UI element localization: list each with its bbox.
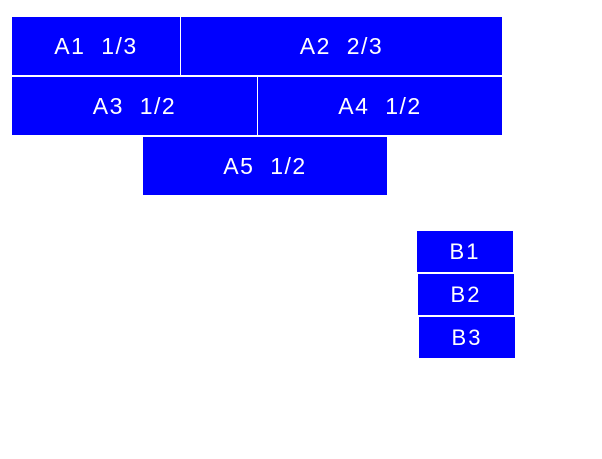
box-b2[interactable]: B2 — [418, 274, 514, 315]
box-a2[interactable]: A2 2/3 — [181, 17, 502, 75]
box-b1[interactable]: B1 — [417, 231, 513, 272]
box-a5[interactable]: A5 1/2 — [143, 137, 387, 195]
box-b3[interactable]: B3 — [419, 317, 515, 358]
box-a3[interactable]: A3 1/2 — [12, 77, 257, 135]
box-a1[interactable]: A1 1/3 — [12, 17, 180, 75]
box-a4[interactable]: A4 1/2 — [258, 77, 502, 135]
